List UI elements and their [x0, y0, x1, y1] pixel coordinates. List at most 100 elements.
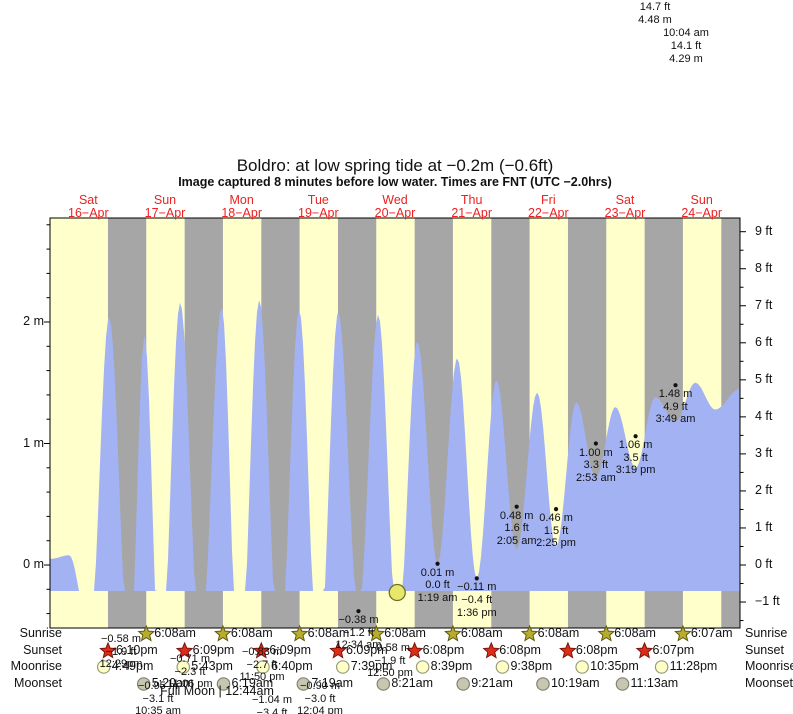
tide-annotation-line: −1.9 ft	[105, 645, 137, 658]
moonset-moon-icon	[456, 677, 471, 691]
high-tide-annotation-line: 10:04 am	[663, 27, 709, 39]
moonset-time: 8:21am	[391, 676, 434, 690]
sunset-time: 6:09pm	[345, 643, 388, 657]
moonset-time: 7:19am	[311, 676, 354, 690]
tide-annotation-line: −2.7 ft	[246, 658, 278, 671]
tide-annotation-line: −0.4 ft	[461, 593, 493, 606]
sunrise-star-icon	[520, 624, 539, 642]
sunrise-star-icon	[367, 624, 386, 642]
sunrise-star-icon	[290, 624, 309, 642]
sunset-time: 6:08pm	[575, 643, 618, 657]
tide-annotation-line: 1.48 m	[658, 388, 693, 401]
moonset-moon-icon	[136, 677, 151, 691]
moonset-moon-icon	[376, 677, 391, 691]
sunset-star-icon	[175, 641, 194, 659]
day-label-date: 18−Apr	[221, 206, 262, 220]
tide-annotation-line: 1.5 ft	[543, 524, 569, 537]
tide-annotation-line: 1.06 m	[618, 439, 653, 452]
moonrise-time: 7:39pm	[350, 659, 393, 673]
moonrise-moon-icon	[335, 660, 350, 674]
moonrise-time: 5:43pm	[191, 659, 233, 673]
tide-extreme-dot	[553, 507, 559, 512]
tide-annotation-line: −3.1 ft	[142, 692, 174, 705]
right-axis-label: 4 ft	[755, 408, 773, 423]
moonset-moon-icon	[536, 677, 550, 691]
moonrise-moon-icon	[415, 660, 430, 674]
tide-annotation-line: −0.83 m	[241, 646, 283, 658]
chart-title: Boldro: at low spring tide at −0.2m (−0.…	[236, 156, 554, 175]
tide-annotation-line: −0.58 m	[369, 642, 411, 654]
high-tide-annotation-line: 14.1 ft	[670, 40, 702, 52]
right-axis-label: 7 ft	[755, 297, 773, 312]
moonrise-moon-icon	[575, 660, 589, 674]
moonrise-moon-icon	[256, 660, 270, 674]
day-label-dow: Wed	[382, 193, 408, 207]
tide-annotation-line: −0.90 m	[299, 680, 341, 692]
tide-annotation-line: 2:53 am	[576, 471, 616, 484]
day-label-date: 21−Apr	[451, 206, 492, 220]
right-axis-label: −1 ft	[755, 594, 780, 609]
tide-annotation-line: 12:34 am	[335, 639, 382, 652]
tide-annotation-line: 0.0 ft	[425, 579, 450, 592]
tide-annotation-line: 3:19 pm	[615, 464, 656, 477]
tide-annotation-line: 11:06 pm	[167, 678, 213, 691]
tide-annotation-line: −1.04 m	[251, 694, 293, 706]
tide-annotation-line: 2:25 pm	[536, 537, 576, 550]
moonrise-time: 9:38pm	[510, 659, 553, 673]
tide-annotation-line: 0.01 m	[420, 566, 455, 579]
right-axis-label: 5 ft	[755, 371, 773, 386]
moonrise-time: 11:28pm	[669, 659, 718, 673]
day-label-dow: Fri	[541, 193, 556, 207]
moonset-time: 10:19am	[550, 676, 600, 690]
day-label-dow: Sun	[153, 193, 177, 207]
moonrise-time: 10:35pm	[590, 659, 639, 673]
astro-row-label-left: Sunset	[23, 643, 62, 657]
high-tide-annotation-line: 4.48 m	[638, 14, 672, 26]
moonrise-time: 6:40pm	[270, 659, 313, 673]
astro-row-label-left: Sunrise	[19, 626, 62, 640]
tide-annotation-line: −2.3 ft	[174, 665, 206, 678]
moonset-moon-icon	[216, 677, 231, 691]
sunrise-star-icon	[597, 624, 616, 642]
tide-annotation-line: −0.58 m	[100, 633, 142, 645]
tide-annotation-line: −0.11 m	[457, 581, 497, 594]
left-axis-label: 2 m	[23, 314, 44, 328]
right-axis-label: 9 ft	[755, 223, 773, 238]
astro-row-label-right: Sunrise	[745, 626, 788, 640]
tide-extreme-dot	[673, 383, 678, 388]
sunrise-time: 6:08am	[614, 626, 656, 640]
moonset-moon-icon	[615, 677, 630, 691]
tide-annotation-line: 12:50 pm	[367, 667, 413, 680]
sunrise-time: 6:08am	[154, 626, 196, 640]
moonrise-moon-icon	[96, 660, 111, 674]
sunset-time: 6:09pm	[269, 643, 312, 657]
sunrise-time: 6:08am	[307, 626, 350, 640]
tide-annotation-line: 12:29pm	[99, 658, 143, 671]
sunrise-time: 6:08am	[384, 626, 426, 640]
tide-annotation-line: −1.2 ft	[343, 626, 374, 639]
sunset-time: 6:08pm	[422, 643, 465, 657]
moonrise-moon-icon	[176, 660, 191, 674]
day-label-date: 24−Apr	[681, 206, 722, 220]
tide-annotation-line: 0.46 m	[539, 512, 573, 525]
day-label-dow: Sat	[615, 193, 635, 207]
day-label-date: 20−Apr	[374, 206, 416, 220]
tide-annotation-line: −0.71 m	[169, 653, 211, 665]
current-tide-marker	[388, 583, 406, 602]
tide-extreme-dot	[633, 434, 638, 439]
tide-annotation-line: 3.3 ft	[583, 459, 609, 472]
tide-annotation-line: 12:04 pm	[297, 705, 343, 714]
tide-extreme-dot	[356, 609, 361, 614]
tide-annotation-line: 1.6 ft	[504, 522, 529, 535]
right-axis-label: 8 ft	[755, 260, 773, 275]
right-axis-label: 1 ft	[755, 519, 773, 534]
moonset-time: 6:19am	[231, 676, 274, 690]
sunrise-time: 6:08am	[537, 626, 580, 640]
left-axis-label: 0 m	[23, 557, 44, 571]
right-axis-label: 2 ft	[755, 482, 773, 497]
moonrise-time: 8:39pm	[430, 659, 473, 673]
day-label-date: 22−Apr	[528, 206, 569, 220]
tide-annotation-line: 11:50 pm	[239, 671, 285, 684]
